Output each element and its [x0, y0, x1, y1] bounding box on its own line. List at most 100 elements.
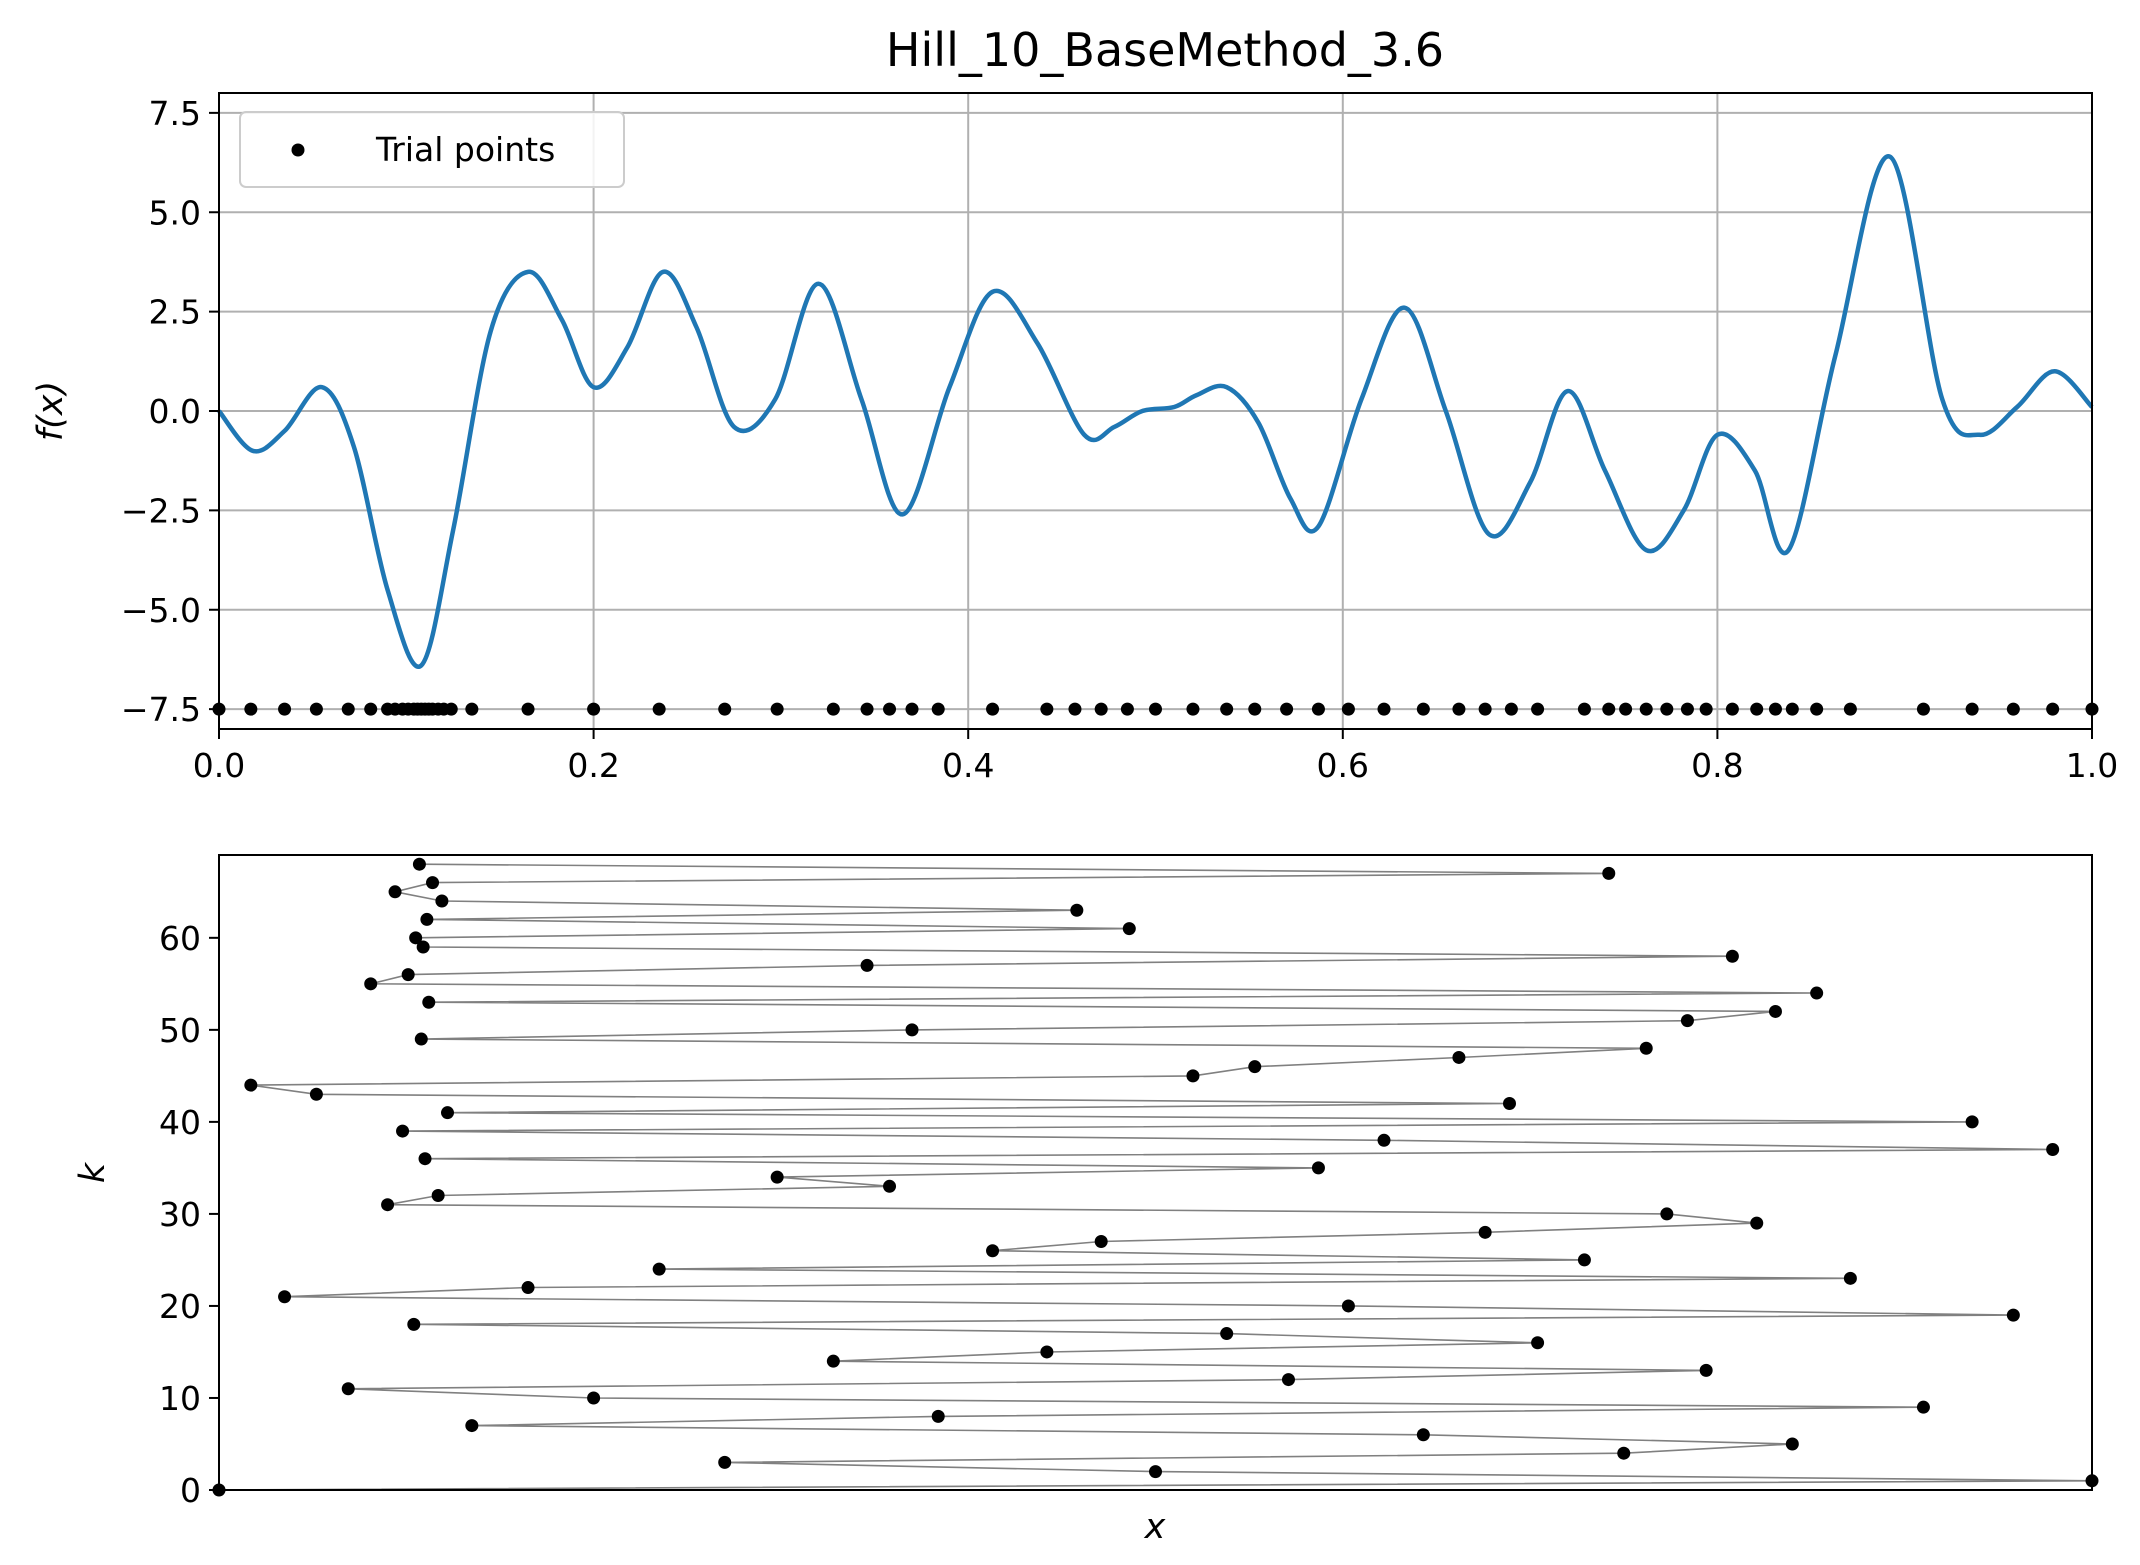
x-tick-label: 1.0	[2066, 746, 2118, 785]
trial-point	[986, 702, 1000, 716]
k-tick-label: 20	[159, 1287, 201, 1326]
trial-order-point	[931, 1409, 945, 1423]
trial-point	[1768, 702, 1782, 716]
trial-order-point	[1416, 1428, 1430, 1442]
trial-order-points	[212, 857, 2099, 1497]
trial-point	[2006, 702, 2020, 716]
trial-order-point	[1639, 1041, 1653, 1055]
trial-point	[1149, 702, 1162, 716]
trial-order-point	[418, 1152, 432, 1166]
trial-point	[2046, 702, 2060, 716]
trial-point	[860, 702, 874, 716]
trial-order-point	[401, 968, 415, 982]
trial-order-point	[1452, 1050, 1466, 1064]
y-tick-label: 7.5	[149, 94, 201, 133]
trial-order-point	[1070, 903, 1084, 917]
trial-order-point	[1843, 1271, 1857, 1285]
trial-order-point	[1149, 1465, 1162, 1479]
trial-order-point	[860, 958, 874, 972]
trial-order-point	[1810, 986, 1824, 1000]
trial-order-point	[422, 995, 436, 1009]
legend-marker	[291, 143, 305, 157]
trial-order-point	[587, 1391, 601, 1405]
trial-point	[1619, 702, 1633, 716]
legend-label: Trial points	[375, 130, 555, 169]
trial-order-point	[278, 1290, 292, 1304]
x-tick-label: 0.2	[567, 746, 619, 785]
trial-order-point	[905, 1023, 919, 1037]
k-tick-label: 60	[159, 919, 201, 958]
y-tick-label: −7.5	[121, 690, 201, 729]
trial-point	[1699, 702, 1713, 716]
trial-order-point	[1186, 1069, 1200, 1083]
trial-order-path	[218, 863, 2093, 1491]
trial-point	[1377, 702, 1391, 716]
trial-order-point	[1916, 1400, 1930, 1414]
trial-point	[1040, 702, 1054, 716]
trial-point	[364, 702, 378, 716]
trial-point	[905, 702, 919, 716]
trial-point	[244, 702, 258, 716]
trial-point	[1452, 702, 1466, 716]
trial-order-point	[465, 1419, 479, 1433]
trial-order-point	[1281, 1373, 1295, 1387]
trial-order-point	[414, 1032, 428, 1046]
legend: Trial points	[239, 111, 625, 188]
trial-point	[1504, 702, 1518, 716]
trial-point	[1248, 702, 1262, 716]
trial-order-point	[381, 1198, 395, 1212]
trial-order-point	[396, 1124, 410, 1138]
trial-point	[1068, 702, 1082, 716]
trial-point	[1094, 702, 1108, 716]
trial-point	[931, 702, 945, 716]
trial-order-point	[341, 1382, 355, 1396]
k-tick-label: 10	[159, 1379, 201, 1418]
trial-point	[1916, 702, 1930, 716]
trial-order-point	[1094, 1235, 1108, 1249]
trial-point	[826, 702, 840, 716]
bottom-chart: 0 10 20 30 40 50 60 x k	[73, 854, 2099, 1547]
bottom-plot-frame	[218, 854, 2093, 1491]
trial-order-point	[1768, 1004, 1782, 1018]
trial-order-point	[1965, 1115, 1979, 1129]
trial-order-point	[883, 1179, 897, 1193]
trial-point	[521, 702, 535, 716]
trial-order-point	[416, 940, 430, 954]
trial-point	[1416, 702, 1430, 716]
trial-point	[1965, 702, 1979, 716]
trial-order-point	[1680, 1014, 1694, 1028]
trial-order-point	[2046, 1142, 2060, 1156]
trial-order-point	[309, 1087, 323, 1101]
y-tick-label: −2.5	[121, 491, 201, 530]
trial-point	[1750, 702, 1764, 716]
trial-point	[465, 702, 479, 716]
trial-point	[883, 702, 897, 716]
trial-order-point	[1311, 1161, 1325, 1175]
trial-order-point	[1617, 1446, 1631, 1460]
trial-point	[278, 702, 292, 716]
trial-point	[1602, 702, 1616, 716]
trial-point	[587, 702, 601, 716]
x-tick-label: 0.8	[1691, 746, 1743, 785]
trial-order-point	[407, 1317, 421, 1331]
trial-order-point	[364, 977, 378, 991]
trial-point	[1186, 702, 1200, 716]
k-tick-label: 40	[159, 1103, 201, 1142]
trial-order-line	[218, 863, 2093, 1491]
trial-order-point	[244, 1078, 258, 1092]
trial-order-point	[1531, 1336, 1545, 1350]
trial-point	[1531, 702, 1545, 716]
y-tick-label: 2.5	[149, 293, 201, 332]
trial-order-point	[1040, 1345, 1054, 1359]
trial-order-point	[986, 1244, 1000, 1258]
bottom-y-ticks: 0 10 20 30 40 50 60	[159, 919, 219, 1510]
trial-order-point	[388, 885, 402, 899]
trial-point	[1220, 702, 1234, 716]
trial-point	[1660, 702, 1674, 716]
trial-point	[1280, 702, 1294, 716]
trial-order-point	[1785, 1437, 1799, 1451]
trial-order-point	[652, 1262, 666, 1276]
trial-order-point	[1660, 1207, 1674, 1221]
trial-order-point	[1699, 1363, 1713, 1377]
